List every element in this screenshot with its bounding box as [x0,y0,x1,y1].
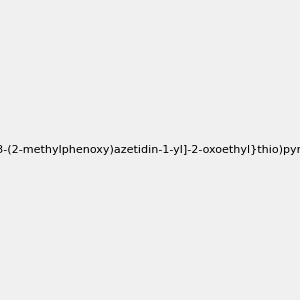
Text: 2-({2-[3-(2-methylphenoxy)azetidin-1-yl]-2-oxoethyl}thio)pyrimidine: 2-({2-[3-(2-methylphenoxy)azetidin-1-yl]… [0,145,300,155]
